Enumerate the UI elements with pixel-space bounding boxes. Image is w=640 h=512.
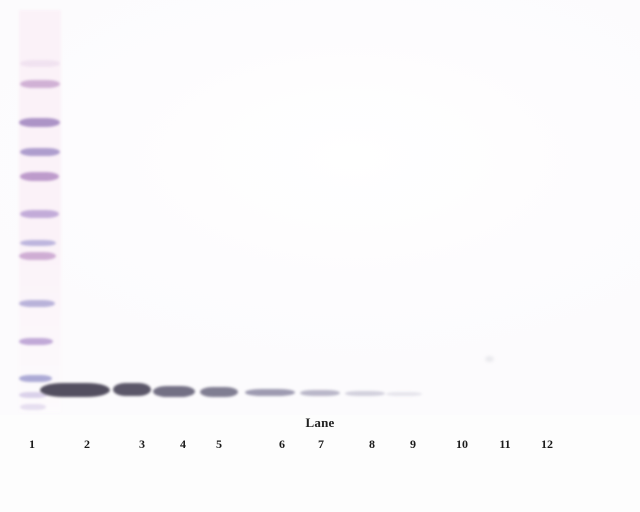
lane-number-9: 9 bbox=[410, 437, 416, 451]
ladder-band bbox=[20, 404, 46, 410]
lane-number-4: 4 bbox=[180, 437, 186, 451]
lane-number-7: 7 bbox=[318, 437, 324, 451]
ladder-band bbox=[19, 338, 53, 345]
sample-band-lane-4 bbox=[153, 386, 195, 397]
ladder-band bbox=[19, 118, 60, 127]
lane-number-6: 6 bbox=[279, 437, 285, 451]
sample-band-lane-7 bbox=[300, 390, 340, 396]
lane-number-1: 1 bbox=[29, 437, 35, 451]
ladder-band bbox=[20, 60, 60, 67]
lane-number-8: 8 bbox=[369, 437, 375, 451]
lane-label-area: Lane 1 2 3 4 5 6 7 8 9 10 11 12 bbox=[0, 415, 640, 512]
ladder-band bbox=[20, 172, 59, 181]
ladder-band bbox=[19, 252, 56, 260]
ladder-band bbox=[20, 80, 60, 88]
ladder-band bbox=[19, 392, 47, 398]
lane-number-12: 12 bbox=[541, 437, 553, 451]
sample-band-lane-6 bbox=[245, 389, 295, 396]
lane-number-5: 5 bbox=[216, 437, 222, 451]
sample-band-lane-2 bbox=[40, 383, 110, 397]
lane-number-3: 3 bbox=[139, 437, 145, 451]
lane-axis-title: Lane bbox=[305, 415, 335, 430]
sample-band-lane-8 bbox=[345, 391, 385, 396]
ladder-band bbox=[20, 240, 56, 246]
ladder-band bbox=[20, 148, 60, 156]
faint-speck-icon bbox=[485, 356, 494, 362]
sample-band-lane-9 bbox=[386, 392, 422, 396]
sample-band-lane-5 bbox=[200, 387, 238, 397]
gel-membrane bbox=[0, 0, 640, 415]
ladder-band bbox=[19, 375, 52, 382]
lane-number-2: 2 bbox=[84, 437, 90, 451]
sample-band-lane-3 bbox=[113, 383, 151, 396]
ladder-band bbox=[20, 210, 59, 218]
ladder-band bbox=[19, 300, 55, 307]
lane-number-10: 10 bbox=[456, 437, 468, 451]
lane-number-11: 11 bbox=[499, 437, 511, 451]
